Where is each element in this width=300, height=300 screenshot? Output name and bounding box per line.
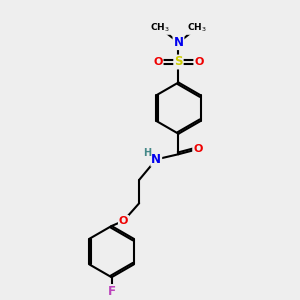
Text: H: H	[143, 148, 151, 158]
Text: O: O	[119, 216, 128, 226]
Text: O: O	[193, 144, 203, 154]
Text: S: S	[174, 56, 183, 68]
Text: N: N	[173, 36, 184, 49]
Text: F: F	[108, 285, 116, 298]
Text: O: O	[194, 57, 204, 67]
Text: CH$_3$: CH$_3$	[187, 22, 207, 34]
Text: O: O	[153, 57, 163, 67]
Text: N: N	[151, 153, 161, 166]
Text: CH$_3$: CH$_3$	[150, 22, 170, 34]
